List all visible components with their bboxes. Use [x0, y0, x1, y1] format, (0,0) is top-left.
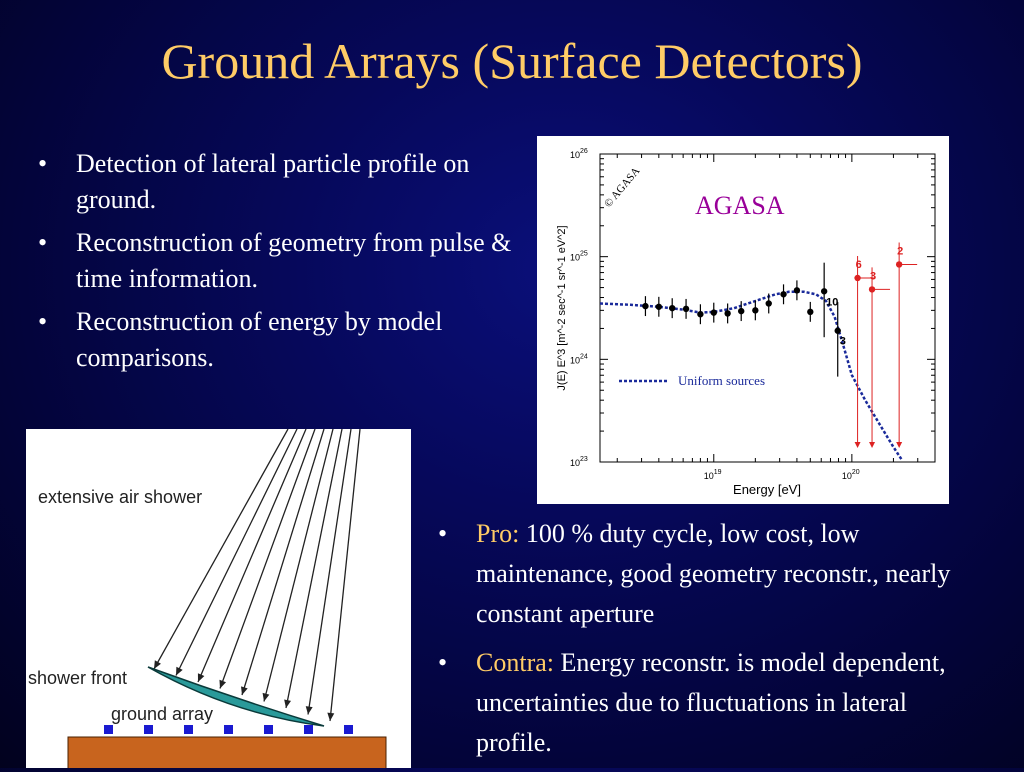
data-point — [738, 307, 745, 315]
shower-particle-arrowhead — [219, 679, 227, 689]
surface-detector — [264, 725, 273, 734]
data-point — [697, 311, 704, 318]
shower-particle-line — [219, 429, 316, 689]
shower-particle-arrowhead — [241, 686, 248, 695]
x-tick-label: 1020 — [842, 469, 860, 481]
shower-particle-arrowhead — [154, 660, 161, 669]
bullet-energy: Reconstruction of energy by model compar… — [38, 304, 518, 376]
plot-frame — [599, 153, 936, 463]
shower-front-shape — [147, 666, 325, 727]
y-tick-label: 1023 — [570, 456, 588, 468]
surface-detector — [184, 725, 193, 734]
x-axis-label: Energy [eV] — [733, 482, 801, 497]
y-axis-label: J(E) E^3 [m^-2 sec^-1 sr^-1 eV^2] — [556, 225, 568, 390]
data-point — [820, 288, 828, 295]
chart-title: AGASA — [695, 191, 785, 220]
data-point — [793, 287, 801, 294]
pro-keyword: Pro: — [476, 519, 520, 548]
right-bullet-list: Pro: 100 % duty cycle, low cost, low mai… — [438, 514, 978, 772]
data-point — [682, 305, 690, 313]
bullet-detection: Detection of lateral particle profile on… — [38, 146, 518, 218]
shower-particle-line — [197, 429, 307, 683]
upper-limit-arrow — [869, 442, 876, 448]
legend-label: Uniform sources — [678, 373, 765, 388]
contra-keyword: Contra: — [476, 648, 554, 677]
data-point — [895, 261, 903, 268]
data-point — [642, 302, 649, 310]
bullet-pro: Pro: 100 % duty cycle, low cost, low mai… — [438, 514, 978, 634]
shower-particle-line — [153, 429, 289, 670]
shower-particle-line — [241, 429, 325, 696]
shower-particle-lines — [153, 429, 361, 722]
surface-detector — [344, 725, 353, 734]
shower-particle-arrowhead — [305, 706, 313, 715]
detector-array — [104, 725, 353, 734]
surface-detector — [104, 725, 113, 734]
shower-particle-arrowhead — [284, 699, 292, 708]
slide-title: Ground Arrays (Surface Detectors) — [161, 33, 863, 89]
array-label: ground array — [111, 704, 213, 724]
y-tick-label: 1024 — [570, 353, 588, 365]
error-bars — [644, 242, 918, 448]
shower-particle-arrowhead — [197, 673, 205, 682]
shower-particle-line — [307, 429, 352, 715]
data-point — [780, 291, 787, 298]
shower-particle-arrowhead — [327, 712, 335, 721]
x-axis-ticks: 1019 1020 — [616, 154, 936, 481]
shower-particle-arrowhead — [262, 692, 270, 702]
ground-block — [67, 736, 387, 768]
upper-limit-arrow — [896, 442, 903, 448]
upper-limit-arrow — [854, 442, 861, 448]
y-tick-label: 1025 — [570, 251, 588, 263]
data-point — [807, 308, 814, 316]
bullet-contra: Contra: Energy reconstr. is model depend… — [438, 643, 978, 763]
air-shower-diagram: extensive air shower shower front ground… — [26, 429, 411, 768]
shower-particle-line — [263, 429, 334, 702]
point-count-label: 10 — [826, 296, 838, 308]
surface-detector — [304, 725, 313, 734]
contra-text: Energy reconstr. is model dependent, unc… — [476, 648, 946, 757]
data-point — [669, 304, 676, 312]
point-count-label: 3 — [870, 270, 876, 282]
point-count-label: 6 — [856, 259, 862, 271]
surface-detector — [144, 725, 153, 734]
x-tick-label: 1019 — [704, 469, 722, 481]
data-point — [710, 309, 717, 316]
pro-text: 100 % duty cycle, low cost, low maintena… — [476, 519, 951, 628]
data-point — [834, 327, 841, 334]
shower-particle-line — [285, 429, 343, 709]
data-point — [854, 274, 861, 282]
shower-particle-line — [329, 429, 361, 722]
shower-particle-arrowhead — [176, 666, 183, 676]
data-point — [752, 307, 759, 314]
surface-detector — [224, 725, 233, 734]
point-count-label: 3 — [840, 336, 846, 348]
left-bullet-list: Detection of lateral particle profile on… — [38, 146, 518, 383]
data-point — [765, 300, 772, 307]
data-point — [868, 286, 876, 293]
shower-particle-line — [175, 429, 298, 676]
agasa-spectrum-chart: 1023 1024 1025 1026 1019 1020 J(E) E^3 [m^-2… — [537, 136, 949, 504]
data-point — [655, 303, 663, 310]
bullet-geometry: Reconstruction of geometry from pulse & … — [38, 225, 518, 297]
point-count-label: 2 — [897, 245, 903, 257]
watermark-text: © AGASA — [602, 165, 642, 210]
front-label: shower front — [28, 668, 127, 688]
data-point — [724, 310, 731, 317]
shower-label: extensive air shower — [38, 487, 202, 507]
y-tick-label: 1026 — [570, 148, 588, 160]
